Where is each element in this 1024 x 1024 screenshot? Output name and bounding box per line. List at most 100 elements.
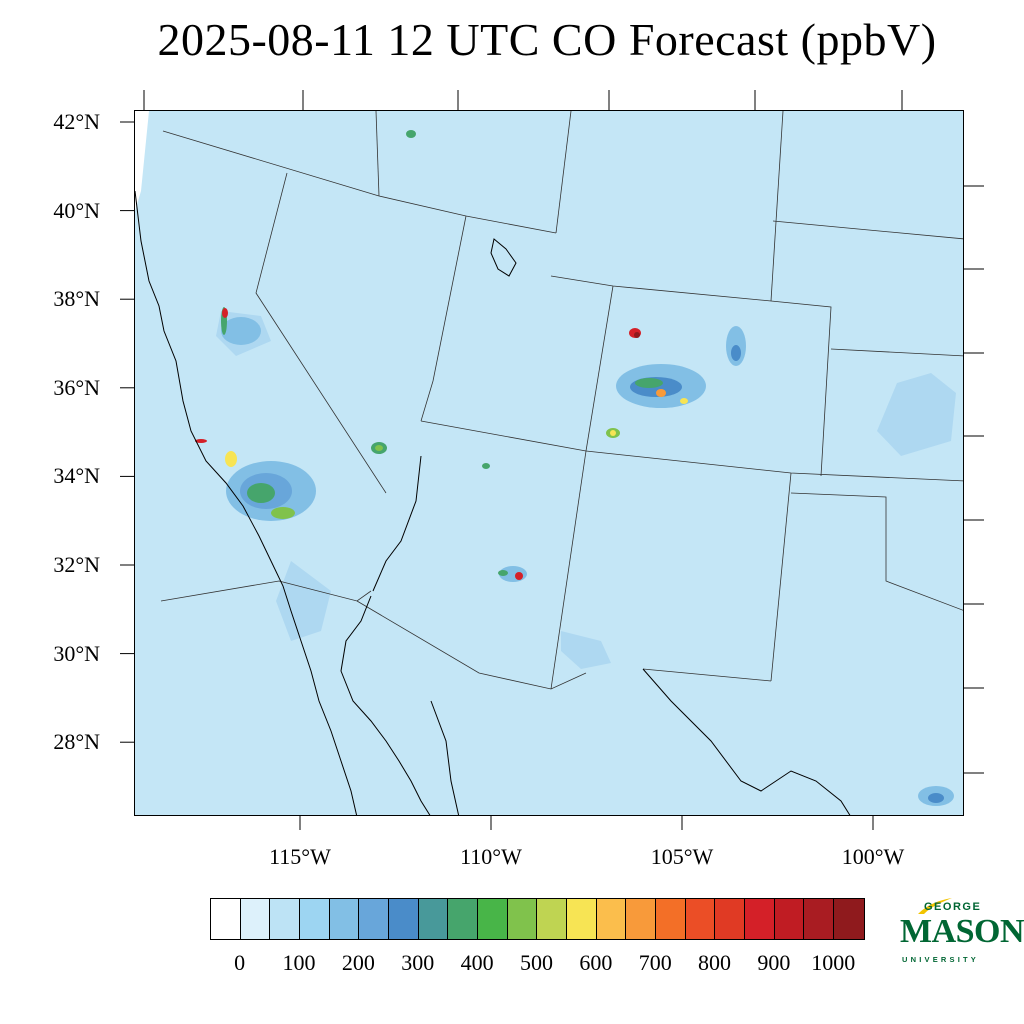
colorbar-tick-label: 600 — [579, 950, 613, 975]
logo-line1: GEORGE — [924, 901, 982, 913]
state-border — [420, 420, 963, 482]
plume-texas — [928, 793, 944, 803]
longitude-label: 110°W — [460, 844, 522, 869]
colorbar-bin — [507, 899, 538, 939]
plume-az-small — [482, 463, 490, 469]
plume-colorado-core — [680, 398, 688, 404]
state-border — [790, 492, 963, 611]
state-border — [550, 275, 772, 302]
co-low-area — [877, 373, 956, 456]
coastline — [135, 190, 851, 815]
state-border — [160, 580, 372, 602]
pacific-coastline — [135, 190, 358, 815]
co-low-area — [276, 561, 331, 641]
latitude-label: 36°N — [53, 374, 100, 400]
plume-colorado-hotspot — [634, 332, 640, 338]
colorbar-bin — [804, 899, 835, 939]
colorbar-bin — [389, 899, 419, 939]
colorbar-tick-label: 100 — [282, 950, 316, 975]
state-border — [772, 220, 963, 240]
plume-colorado — [635, 378, 663, 388]
latitude-label: 32°N — [53, 552, 100, 577]
state-border — [642, 668, 772, 682]
colorbar-tick-label: 300 — [401, 950, 435, 975]
plume-socal-core — [225, 451, 237, 467]
colorbar-bin — [240, 899, 271, 939]
latitude-label: 40°N — [53, 197, 100, 223]
colorbar-tick-label: 700 — [638, 950, 672, 975]
colorbar-bin — [211, 899, 241, 939]
colorbar-bin — [567, 899, 597, 939]
colorbar-tick-label: 200 — [341, 950, 375, 975]
gulf-east-coastline — [430, 700, 460, 815]
colorbar — [210, 898, 865, 940]
state-border — [162, 130, 380, 197]
colorbar-tick-label: 1000 — [811, 950, 856, 975]
plume-nv — [375, 445, 383, 451]
colorbar-bin — [685, 899, 716, 939]
latitude-label: 42°N — [53, 109, 100, 134]
colorbar-bin — [537, 899, 568, 939]
state-border — [356, 600, 587, 690]
state-border — [770, 472, 792, 682]
state-border — [555, 111, 572, 234]
colorbar-bin — [329, 899, 360, 939]
colorbar-tick-label: 0 — [234, 950, 246, 975]
state-boundaries — [160, 111, 963, 690]
latitude-label: 28°N — [53, 729, 100, 755]
colorbar-tick-label: 900 — [757, 950, 791, 975]
plume-idaho — [406, 130, 416, 138]
colorbar-bin — [448, 899, 479, 939]
colorbar-bin — [656, 899, 686, 939]
latitude-label: 30°N — [53, 640, 100, 666]
off-domain — [135, 111, 149, 211]
colorado-river — [372, 455, 422, 592]
colorbar-bin — [418, 899, 449, 939]
plume-socal — [247, 483, 275, 503]
colorbar-bin — [834, 899, 864, 939]
state-border — [770, 111, 784, 302]
colorbar-tick-label: 500 — [519, 950, 553, 975]
george-mason-logo: GEORGE MASON UNIVERSITY — [898, 896, 1024, 968]
colorbar-bin — [745, 899, 775, 939]
baja-gulf-coastline — [340, 595, 431, 815]
colorbar-tick-label: 400 — [460, 950, 494, 975]
colorbar-bin — [300, 899, 330, 939]
state-border — [375, 111, 380, 197]
co-plumes — [195, 130, 954, 806]
co-low-area — [561, 631, 611, 669]
state-border — [830, 348, 963, 357]
logo-line2: MASON — [900, 913, 1024, 950]
state-border — [585, 285, 614, 452]
colorbar-bin — [596, 899, 627, 939]
state-border — [770, 300, 832, 477]
colorbar-tick-label: 800 — [698, 950, 732, 975]
longitude-label: 100°W — [841, 844, 905, 869]
plume-arizona-core — [515, 572, 523, 580]
logo-line3: UNIVERSITY — [902, 955, 980, 964]
latitude-label: 38°N — [53, 286, 100, 312]
plume-colorado-east — [731, 345, 741, 361]
longitude-label: 105°W — [650, 844, 714, 869]
co-forecast-map — [135, 111, 963, 815]
plume-arizona — [498, 570, 508, 576]
state-border — [550, 450, 587, 690]
plume-nm-core — [610, 430, 616, 436]
great-salt-lake — [490, 238, 517, 277]
longitude-label: 115°W — [269, 844, 331, 869]
colorbar-bin — [359, 899, 390, 939]
colorbar-bin — [270, 899, 301, 939]
latitude-label: 34°N — [53, 463, 100, 489]
plume-sierra-core — [222, 308, 228, 318]
state-border — [378, 195, 557, 234]
colorbar-bin — [478, 899, 508, 939]
map-title: 2025-08-11 12 UTC CO Forecast (ppbV) — [157, 14, 937, 65]
rio-grande — [642, 668, 851, 815]
plume-socal — [271, 507, 295, 519]
colorbar-bin — [774, 899, 805, 939]
plume-baja — [195, 439, 207, 443]
logo-swoosh-icon — [918, 898, 952, 914]
colorbar-bin — [715, 899, 746, 939]
plume-colorado-core — [656, 389, 666, 397]
co-concentration-field — [135, 111, 956, 669]
